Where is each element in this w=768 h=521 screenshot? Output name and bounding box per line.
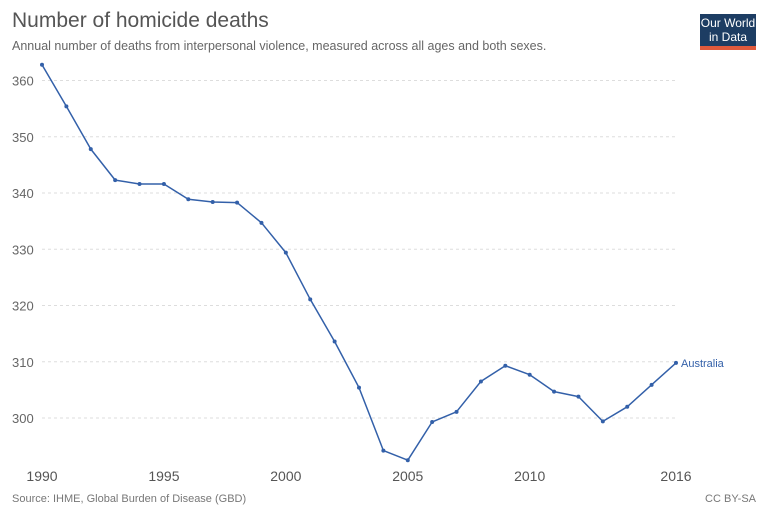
y-tick-label: 360 [12, 74, 34, 89]
y-tick-label: 350 [12, 130, 34, 145]
logo-line-2: in Data [708, 30, 748, 44]
x-tick-label: 1995 [148, 468, 179, 484]
data-point[interactable] [527, 372, 532, 377]
data-point[interactable] [259, 220, 264, 225]
data-point[interactable] [357, 385, 361, 390]
gridlines [42, 80, 676, 419]
x-tick-label: 1990 [26, 468, 57, 484]
data-point[interactable] [625, 404, 630, 409]
license-link[interactable]: CC BY-SA [705, 493, 756, 505]
y-tick-label: 300 [12, 411, 34, 426]
y-axis-ticks: 300 310 320 330 340 350 360 [12, 74, 34, 427]
data-point[interactable] [600, 419, 605, 424]
source-note: Source: IHME, Global Burden of Disease (… [12, 493, 247, 505]
y-tick-label: 310 [12, 355, 34, 370]
data-point[interactable] [235, 200, 240, 205]
data-point[interactable] [503, 363, 508, 368]
data-point[interactable] [64, 104, 69, 109]
data-point[interactable] [454, 409, 459, 414]
y-tick-label: 320 [12, 299, 34, 314]
data-point[interactable] [137, 182, 142, 186]
x-axis-ticks: 1990 1995 2000 2005 2010 2016 [26, 468, 691, 484]
data-point[interactable] [88, 147, 93, 152]
data-point[interactable] [186, 197, 191, 202]
data-point[interactable] [552, 389, 557, 394]
data-point[interactable] [381, 448, 386, 453]
data-point[interactable] [649, 382, 654, 387]
y-tick-label: 330 [12, 242, 34, 257]
logo-accent-bar [700, 46, 756, 50]
data-point[interactable] [308, 297, 313, 302]
y-tick-label: 340 [12, 186, 34, 201]
x-tick-label: 2010 [514, 468, 545, 484]
series-group: Australia [40, 62, 725, 463]
data-point[interactable] [674, 360, 678, 365]
logo-line-1: Our World [700, 16, 756, 30]
series-line-australia[interactable] [41, 64, 677, 461]
series-label[interactable]: Australia [681, 358, 725, 370]
chart-subtitle: Annual number of deaths from interperson… [12, 39, 547, 53]
data-point[interactable] [576, 394, 581, 399]
x-tick-label: 2000 [270, 468, 301, 484]
data-point[interactable] [283, 250, 288, 255]
data-point[interactable] [161, 182, 166, 186]
owid-logo[interactable]: Our World in Data [700, 14, 756, 50]
data-point[interactable] [40, 62, 44, 67]
data-point[interactable] [478, 379, 483, 384]
data-point[interactable] [332, 339, 337, 344]
x-tick-label: 2016 [660, 468, 691, 484]
data-point[interactable] [210, 200, 215, 204]
data-point[interactable] [430, 419, 435, 424]
chart-title: Number of homicide deaths [12, 9, 269, 32]
data-point[interactable] [113, 178, 118, 183]
x-tick-label: 2005 [392, 468, 423, 484]
data-point[interactable] [405, 458, 410, 463]
